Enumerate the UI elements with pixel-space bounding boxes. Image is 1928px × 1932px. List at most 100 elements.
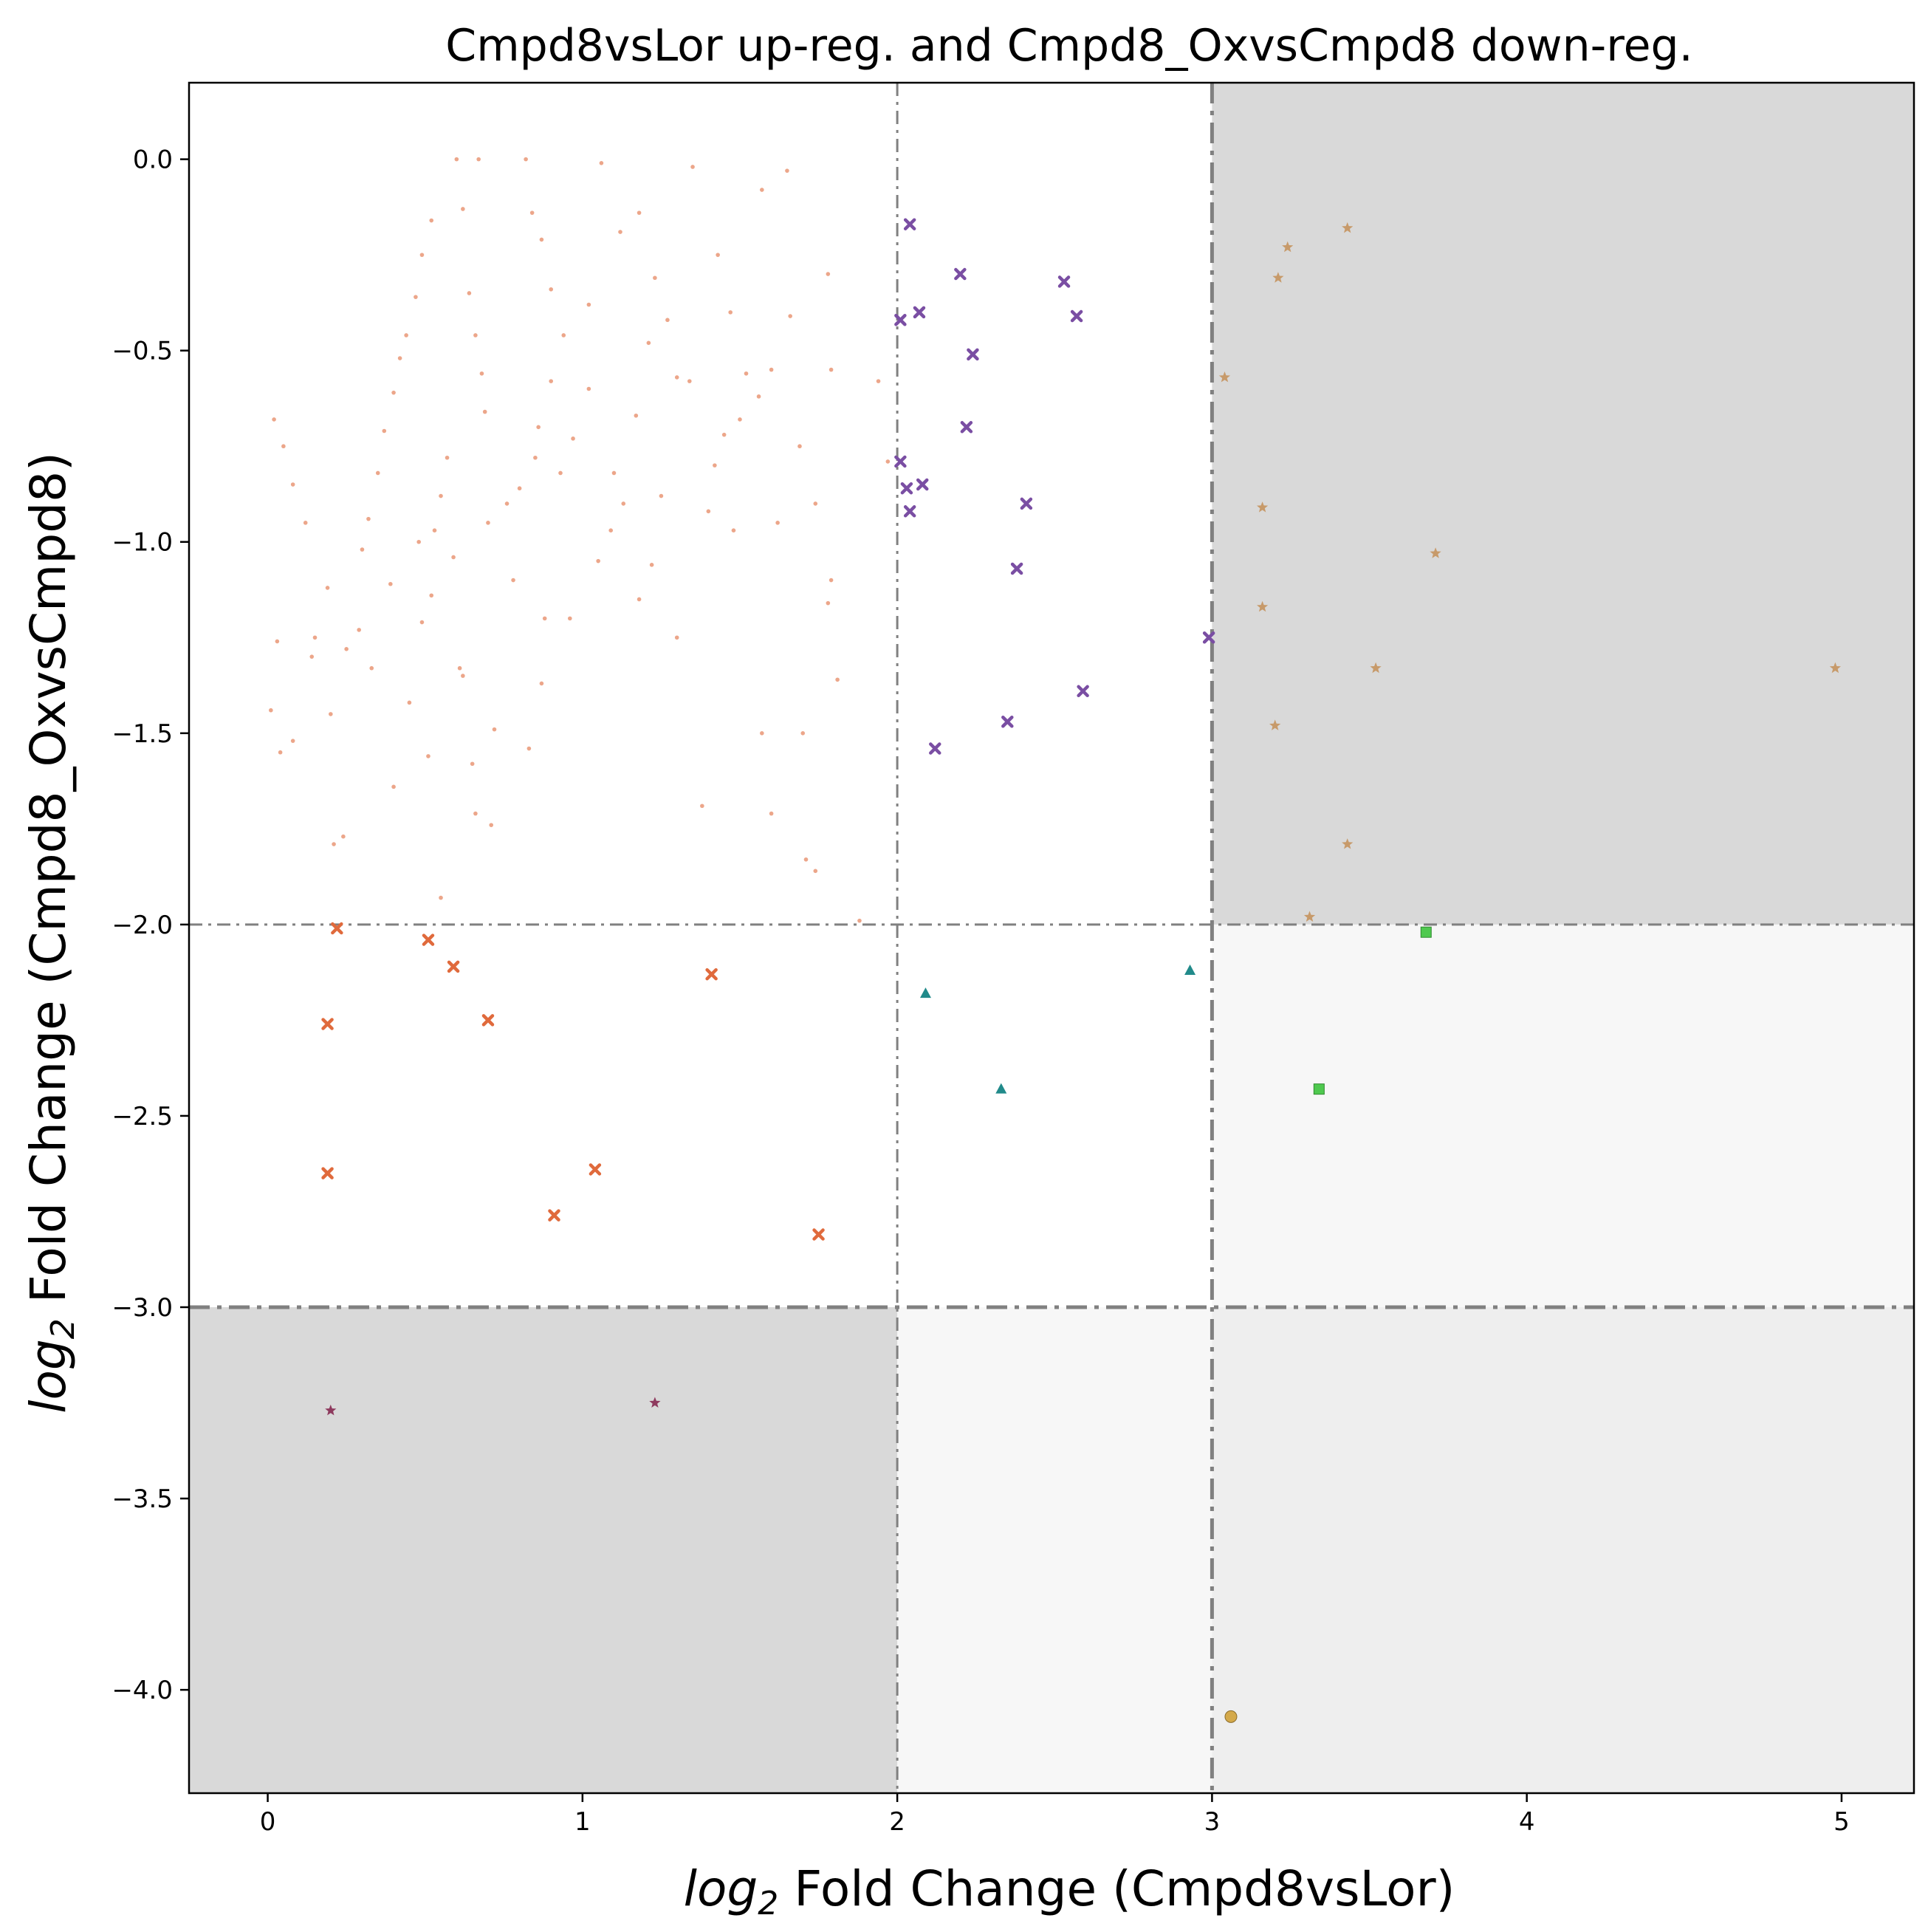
data-point <box>756 394 761 399</box>
data-point <box>586 302 591 307</box>
data-point <box>341 834 346 839</box>
data-point <box>760 731 764 736</box>
data-point <box>826 272 831 276</box>
data-point <box>454 157 459 162</box>
data-point <box>829 367 834 372</box>
data-point <box>1202 631 1215 644</box>
data-point <box>369 665 374 671</box>
data-point <box>278 750 283 755</box>
x-tick-label: 3 <box>1204 1807 1221 1837</box>
data-point <box>586 386 591 391</box>
data-point <box>803 857 809 862</box>
data-point <box>903 505 916 518</box>
data-point <box>608 528 614 533</box>
data-point <box>439 493 443 499</box>
x-tick-label: 1 <box>574 1807 591 1837</box>
data-point <box>548 1209 560 1222</box>
data-point <box>1342 222 1354 233</box>
data-point <box>769 367 774 372</box>
data-point <box>1829 662 1841 674</box>
y-tick-label: −1.0 <box>112 528 173 558</box>
chart-title: Cmpd8vsLor up-reg. and Cmpd8_OxvsCmpd8 d… <box>445 20 1692 72</box>
data-point <box>1257 600 1269 612</box>
data-point <box>744 371 749 376</box>
data-point <box>800 731 806 736</box>
data-point <box>797 444 802 449</box>
data-point <box>404 333 408 338</box>
data-point <box>738 417 742 422</box>
data-point <box>785 168 789 173</box>
data-point <box>960 421 973 434</box>
data-point <box>416 539 421 544</box>
data-point <box>769 811 774 816</box>
data-point <box>1184 965 1196 976</box>
shaded-regions <box>189 83 1914 1793</box>
data-point <box>482 409 487 414</box>
data-point <box>517 486 522 491</box>
data-point <box>690 165 695 169</box>
data-point <box>894 313 907 326</box>
data-point <box>599 161 604 165</box>
data-point <box>567 616 572 621</box>
data-point <box>705 967 718 981</box>
data-point <box>1303 911 1316 922</box>
data-point <box>511 578 515 583</box>
y-tick-label: −4.0 <box>112 1676 173 1705</box>
data-point <box>618 230 622 234</box>
data-point <box>716 253 720 257</box>
data-point <box>419 620 425 625</box>
data-point <box>272 417 276 422</box>
y-axis-ticks: 0.0 −0.5 −1.0 −1.5 −2.0 −2.5 −3.0 −3.5 −4.0 <box>112 145 189 1705</box>
data-point <box>1430 547 1441 558</box>
data-point <box>903 218 916 230</box>
data-point <box>269 708 273 713</box>
data-point <box>919 987 931 998</box>
data-point <box>634 413 639 418</box>
data-point <box>281 444 286 449</box>
shaded-region <box>897 1306 1212 1793</box>
data-point <box>312 635 318 640</box>
data-point <box>375 470 380 476</box>
data-point <box>916 478 929 491</box>
data-point <box>473 811 478 816</box>
data-point <box>486 521 490 525</box>
data-point <box>876 379 881 383</box>
data-point <box>447 960 460 973</box>
data-point <box>760 188 764 192</box>
data-point <box>929 742 941 755</box>
y-tick-label: −0.5 <box>112 337 173 366</box>
y-tick-label: −2.0 <box>112 911 173 940</box>
data-point <box>397 356 402 360</box>
data-point <box>812 1228 825 1241</box>
data-point <box>432 528 437 533</box>
data-point <box>476 157 481 162</box>
y-tick-label: −3.0 <box>112 1293 173 1323</box>
data-point <box>611 470 617 476</box>
data-point <box>775 521 780 525</box>
data-point <box>1420 926 1432 938</box>
data-point <box>674 635 679 640</box>
data-point <box>391 390 396 395</box>
data-point <box>529 210 535 215</box>
data-point <box>391 784 396 789</box>
data-point <box>473 333 478 338</box>
data-point <box>1010 562 1023 575</box>
data-point <box>731 528 736 533</box>
data-point <box>422 934 435 946</box>
data-point <box>826 600 831 606</box>
data-point <box>325 586 330 590</box>
data-point <box>429 218 434 223</box>
shaded-region <box>1212 1306 1914 1793</box>
data-point <box>357 628 361 632</box>
y-tick-label: 0.0 <box>133 145 173 175</box>
plot-frame <box>188 81 1915 1795</box>
data-point <box>589 1163 602 1176</box>
data-point <box>571 436 575 441</box>
data-point <box>1001 716 1014 728</box>
data-point <box>542 616 547 621</box>
data-point <box>700 804 704 809</box>
data-point <box>1272 272 1284 283</box>
data-point <box>857 918 862 923</box>
data-point <box>479 371 484 376</box>
